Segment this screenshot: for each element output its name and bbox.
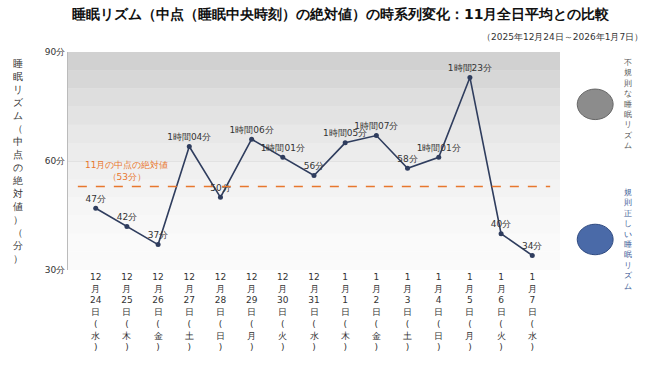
svg-text:47分: 47分 xyxy=(86,194,106,204)
svg-text:1月5日(月): 1月5日(月) xyxy=(465,272,474,352)
svg-text:11月の中点の絶対値（53分）: 11月の中点の絶対値（53分） xyxy=(85,160,168,182)
svg-text:12月29日(月): 12月29日(月) xyxy=(246,272,258,352)
svg-text:12月31日(水): 12月31日(水) xyxy=(308,272,319,352)
svg-text:1月1日(木): 1月1日(木) xyxy=(341,272,350,352)
svg-text:37分: 37分 xyxy=(148,230,168,240)
svg-text:1時間04分: 1時間04分 xyxy=(167,132,211,142)
svg-text:1時間06分: 1時間06分 xyxy=(230,125,274,135)
svg-text:1月3日(土): 1月3日(土) xyxy=(403,272,412,352)
svg-text:1時間07分: 1時間07分 xyxy=(354,121,398,131)
svg-text:90分: 90分 xyxy=(45,47,65,57)
svg-text:30分: 30分 xyxy=(45,265,65,275)
svg-text:1時間23分: 1時間23分 xyxy=(448,63,492,73)
svg-text:不規則な睡眠リズム: 不規則な睡眠リズム xyxy=(624,58,633,150)
svg-text:50分: 50分 xyxy=(210,183,230,193)
svg-text:睡眠リズム（中点の絶対値）（分）: 睡眠リズム（中点の絶対値）（分） xyxy=(12,58,24,264)
svg-text:1時間05分: 1時間05分 xyxy=(323,128,367,138)
svg-text:睡眠リズム（中点（睡眠中央時刻）の絶対値）の時系列変化：11: 睡眠リズム（中点（睡眠中央時刻）の絶対値）の時系列変化：11月全日平均との比較 xyxy=(72,6,610,22)
svg-text:56分: 56分 xyxy=(304,161,324,171)
svg-text:規則正しい睡眠リズム: 規則正しい睡眠リズム xyxy=(624,188,633,291)
svg-text:40分: 40分 xyxy=(491,219,511,229)
svg-text:42分: 42分 xyxy=(117,212,137,222)
svg-text:1月2日(金): 1月2日(金) xyxy=(372,272,381,352)
svg-text:34分: 34分 xyxy=(522,241,542,251)
svg-text:1時間01分: 1時間01分 xyxy=(261,143,305,153)
svg-text:1時間01分: 1時間01分 xyxy=(417,143,461,153)
svg-text:12月27日(土): 12月27日(土) xyxy=(184,272,195,352)
svg-text:12月26日(金): 12月26日(金) xyxy=(152,272,164,352)
svg-text:58分: 58分 xyxy=(397,154,417,164)
svg-text:1月7日(水): 1月7日(水) xyxy=(528,272,537,352)
svg-text:1月6日(火): 1月6日(火) xyxy=(497,272,506,352)
svg-text:12月28日(日): 12月28日(日) xyxy=(215,272,227,352)
svg-text:12月25日(木): 12月25日(木) xyxy=(121,272,132,352)
svg-text:12月30日(火): 12月30日(火) xyxy=(277,272,289,352)
svg-text:12月24日(水): 12月24日(水) xyxy=(90,272,102,352)
svg-text:1月4日(日): 1月4日(日) xyxy=(434,272,443,352)
svg-text:（2025年12月24日～2026年1月7日）: （2025年12月24日～2026年1月7日） xyxy=(482,32,643,42)
svg-text:60分: 60分 xyxy=(45,156,65,166)
